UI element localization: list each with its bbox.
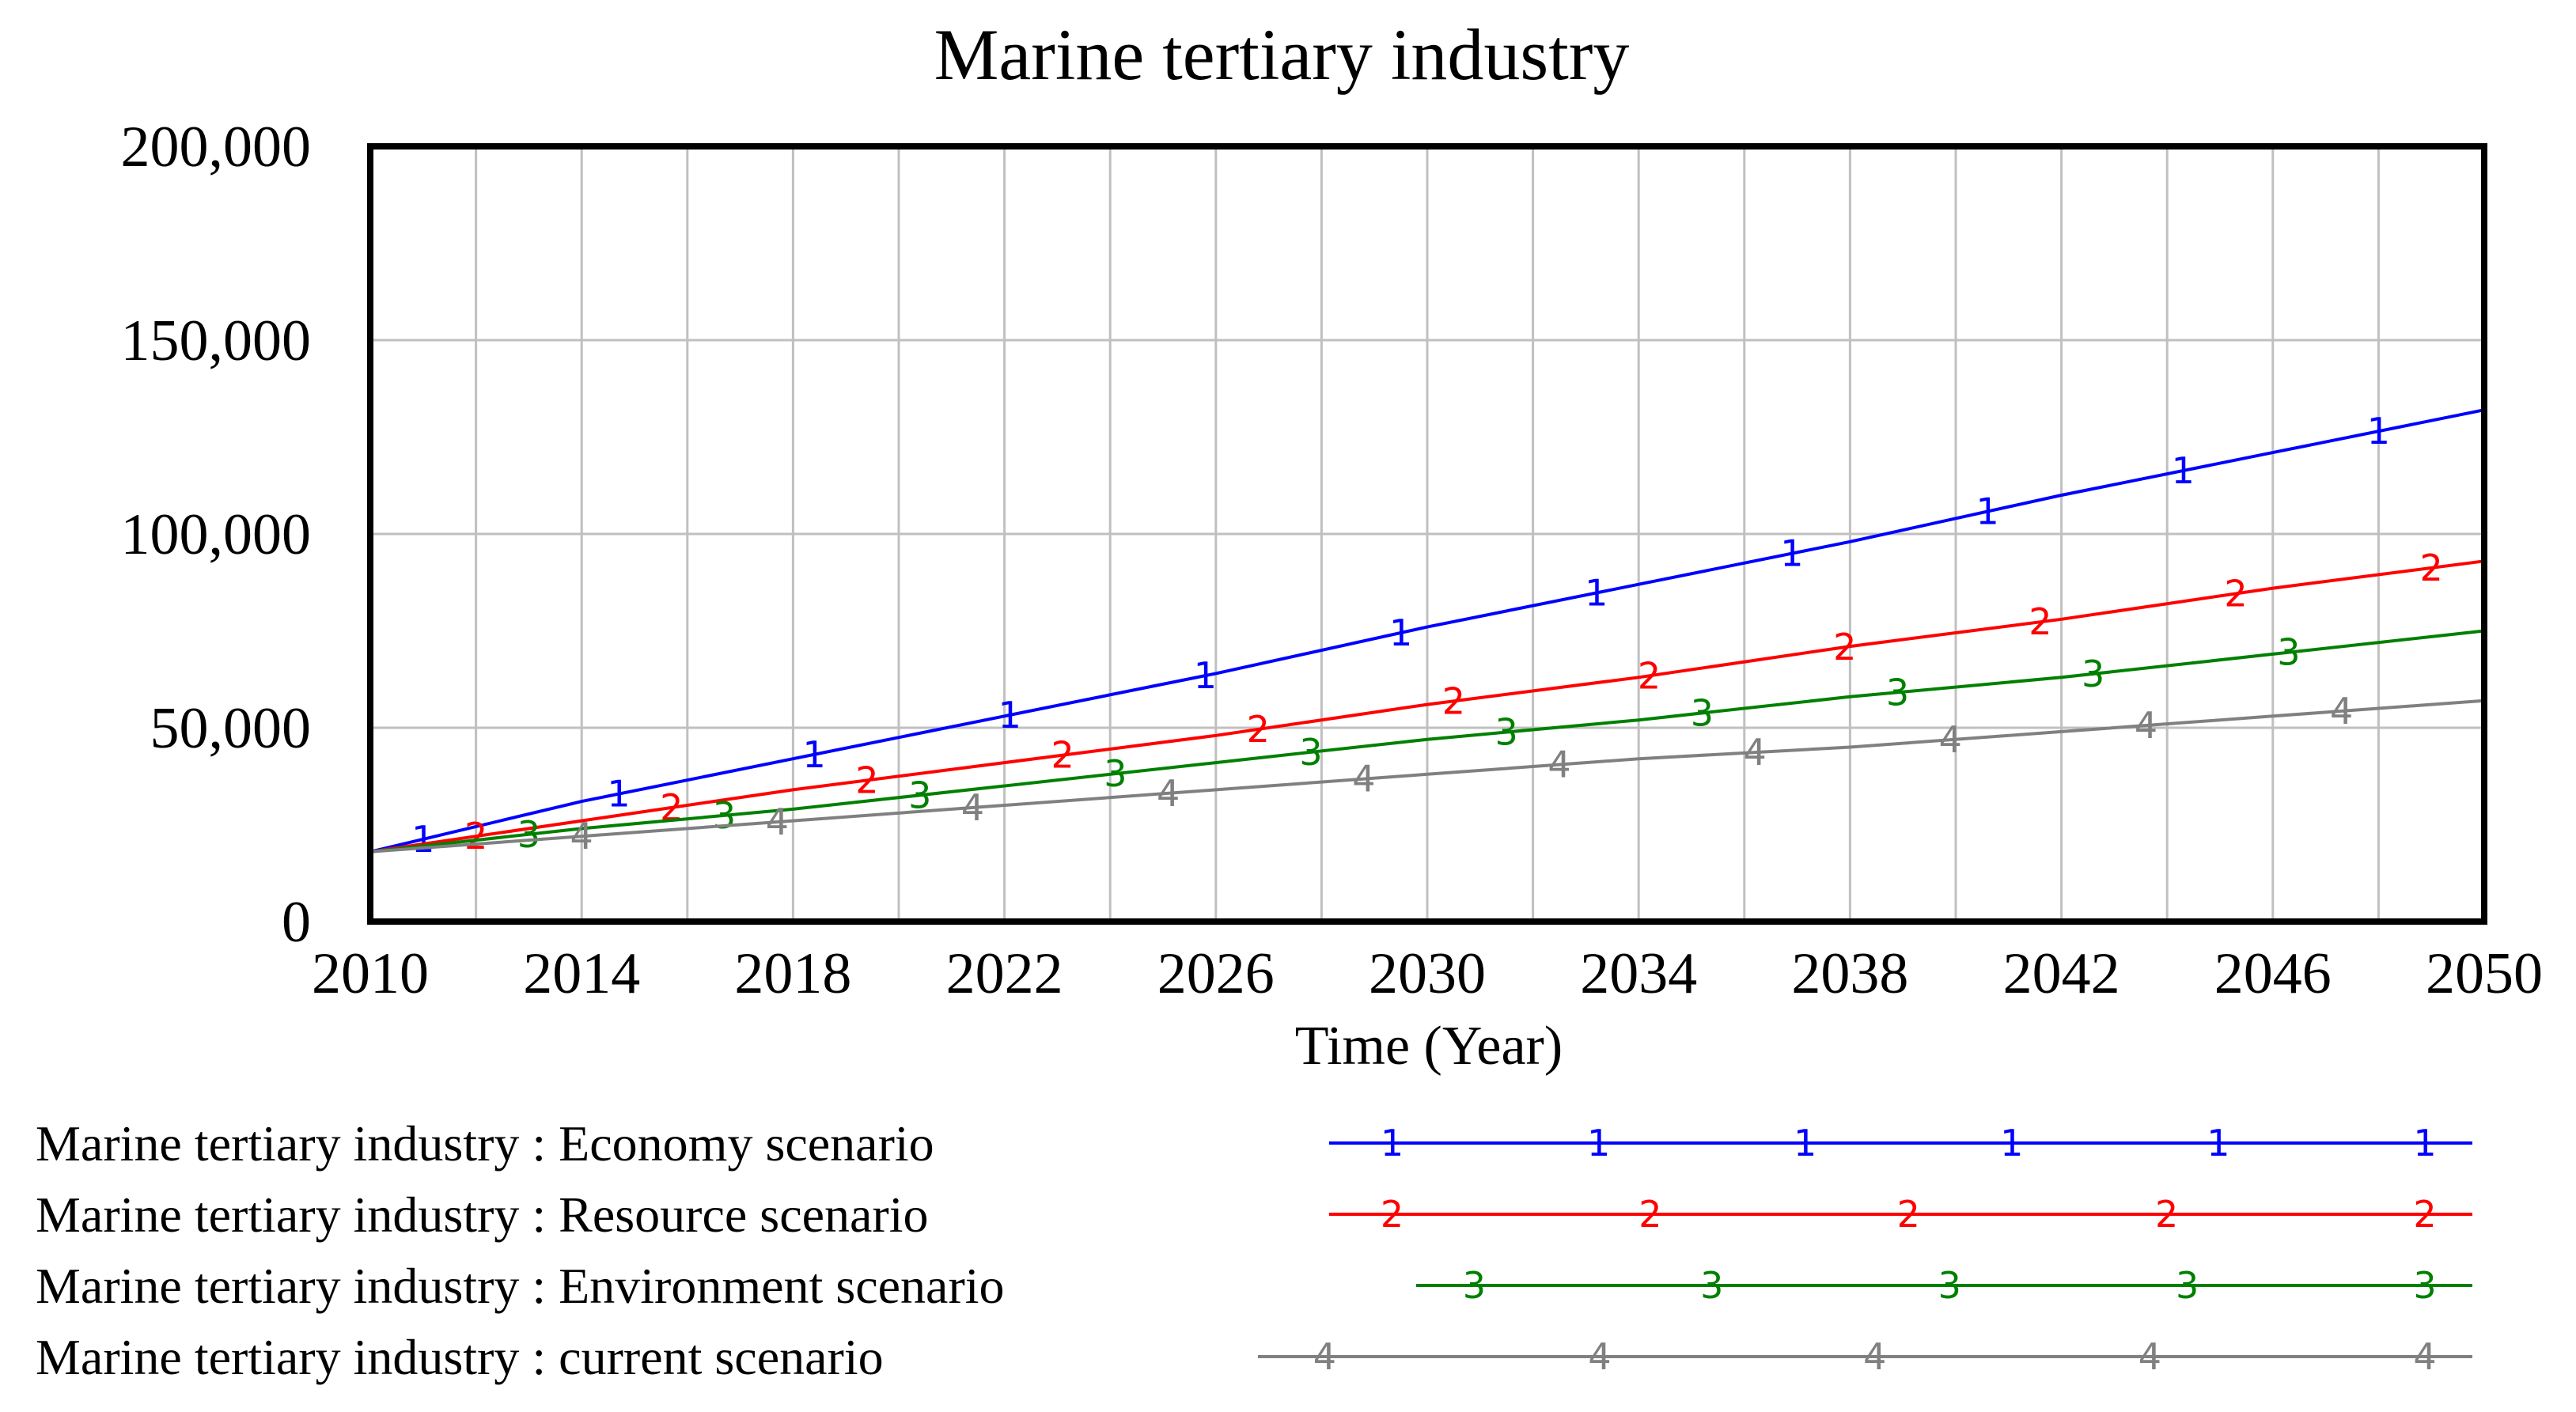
legend-marker: 1 [1381,1122,1404,1164]
legend-marker: 4 [1863,1335,1886,1378]
series-marker: 1 [1389,611,1412,654]
y-tick-label: 200,000 [121,115,312,180]
series-marker: 1 [1976,490,1998,533]
legend-marker: 3 [2413,1264,2436,1307]
legend-entry: Marine tertiary industry : current scena… [36,1329,2472,1385]
y-axis-ticks: 0 50,000 100,000 150,000 200,000 [121,115,312,955]
legend-marker: 1 [2000,1122,2023,1164]
legend-marker: 1 [2207,1122,2229,1164]
legend-marker: 3 [1700,1264,1723,1307]
series-4: 4 4 4 4 4 4 4 4 4 4 [369,690,2485,857]
series-marker: 1 [411,818,434,861]
x-tick-label: 2038 [1791,941,1908,1006]
x-tick-label: 2026 [1157,941,1275,1006]
x-axis-label: Time (Year) [1295,1016,1563,1077]
series-marker: 2 [1638,654,1661,697]
legend: Marine tertiary industry : Economy scena… [36,1115,2472,1385]
series-marker: 1 [802,733,825,776]
legend-label: Marine tertiary industry : Economy scena… [36,1115,934,1172]
legend-entry: Marine tertiary industry : Resource scen… [36,1187,2472,1243]
series-marker: 1 [2367,410,2390,452]
series-marker: 3 [713,794,736,837]
y-tick-label: 50,000 [150,696,312,761]
x-tick-label: 2030 [1369,941,1486,1006]
series-marker: 4 [2135,704,2157,747]
series-marker: 2 [2224,572,2247,615]
chart-title: Marine tertiary industry [934,14,1630,95]
series-marker: 1 [2172,449,2195,492]
series-marker: 4 [1352,758,1375,801]
series-marker: 2 [1442,680,1465,722]
x-tick-label: 2022 [946,941,1063,1006]
series-marker: 2 [855,759,878,801]
series-1: 1 1 1 1 1 1 1 1 1 1 1 [369,408,2485,861]
series-marker: 2 [2029,600,2051,643]
series-3: 3 3 333 3 3 3 33 [369,629,2485,856]
legend-marker: 2 [2413,1193,2436,1236]
series-marker: 4 [961,786,984,829]
legend-marker: 4 [2138,1335,2161,1378]
legend-label: Marine tertiary industry : Resource scen… [36,1187,929,1243]
series-marker: 2 [1833,626,1856,668]
series-marker: 1 [1194,654,1217,697]
x-tick-label: 2050 [2426,941,2543,1006]
legend-marker: 1 [1794,1122,1816,1164]
legend-marker: 4 [2413,1335,2436,1378]
series-marker: 4 [2330,690,2353,732]
legend-label: Marine tertiary industry : current scena… [36,1329,884,1385]
series-marker: 2 [1051,734,1074,777]
legend-entry: Marine tertiary industry : Economy scena… [36,1115,2472,1172]
series-marker: 3 [1104,752,1127,795]
x-tick-label: 2034 [1580,941,1697,1006]
legend-label: Marine tertiary industry : Environment s… [36,1258,1005,1314]
series-marker: 3 [1886,671,1909,714]
legend-marker: 3 [2176,1264,2199,1307]
x-tick-label: 2010 [312,941,429,1006]
series-marker: 3 [1691,691,1714,734]
series-marker: 3 [2277,631,2300,674]
y-tick-label: 150,000 [121,309,312,373]
series-marker: 3 [1299,731,1322,774]
series-marker: 3 [1495,711,1518,754]
series-marker: 4 [1939,718,1962,761]
x-tick-label: 2014 [523,941,640,1006]
legend-marker: 1 [1587,1122,1610,1164]
x-axis-ticks: 2010 2014 2018 2022 2026 2030 2034 2038 2042 2046… [312,941,2543,1006]
series-marker: 4 [1744,731,1767,774]
series-marker: 2 [464,815,487,857]
series-marker: 1 [1780,532,1803,575]
legend-marker: 2 [2155,1193,2178,1236]
legend-marker: 3 [1938,1264,1961,1307]
series-marker: 1 [607,773,630,816]
series-marker: 4 [570,815,593,857]
series-marker: 4 [766,801,789,843]
series-marker: 3 [2082,653,2104,695]
legend-marker: 1 [2413,1122,2436,1164]
legend-marker: 4 [1588,1335,1611,1378]
x-tick-label: 2018 [734,941,851,1006]
y-tick-label: 0 [282,890,311,955]
x-tick-label: 2046 [2214,941,2332,1006]
legend-marker: 2 [1638,1193,1661,1236]
series-marker: 4 [1547,744,1570,786]
legend-entry: Marine tertiary industry : Environment s… [36,1258,2472,1314]
series-marker: 3 [517,813,540,856]
legend-marker: 2 [1897,1193,1920,1236]
series-marker: 1 [998,694,1021,736]
series-marker: 2 [2420,547,2443,589]
series-marker: 2 [1247,708,1270,751]
legend-marker: 3 [1463,1264,1486,1307]
x-tick-label: 2042 [2003,941,2120,1006]
legend-marker: 2 [1381,1193,1404,1236]
y-tick-label: 100,000 [121,502,312,567]
legend-marker: 4 [1313,1335,1336,1378]
series-marker: 1 [1585,571,1608,614]
plot-frame [367,143,2487,925]
series-marker: 4 [1157,772,1180,815]
